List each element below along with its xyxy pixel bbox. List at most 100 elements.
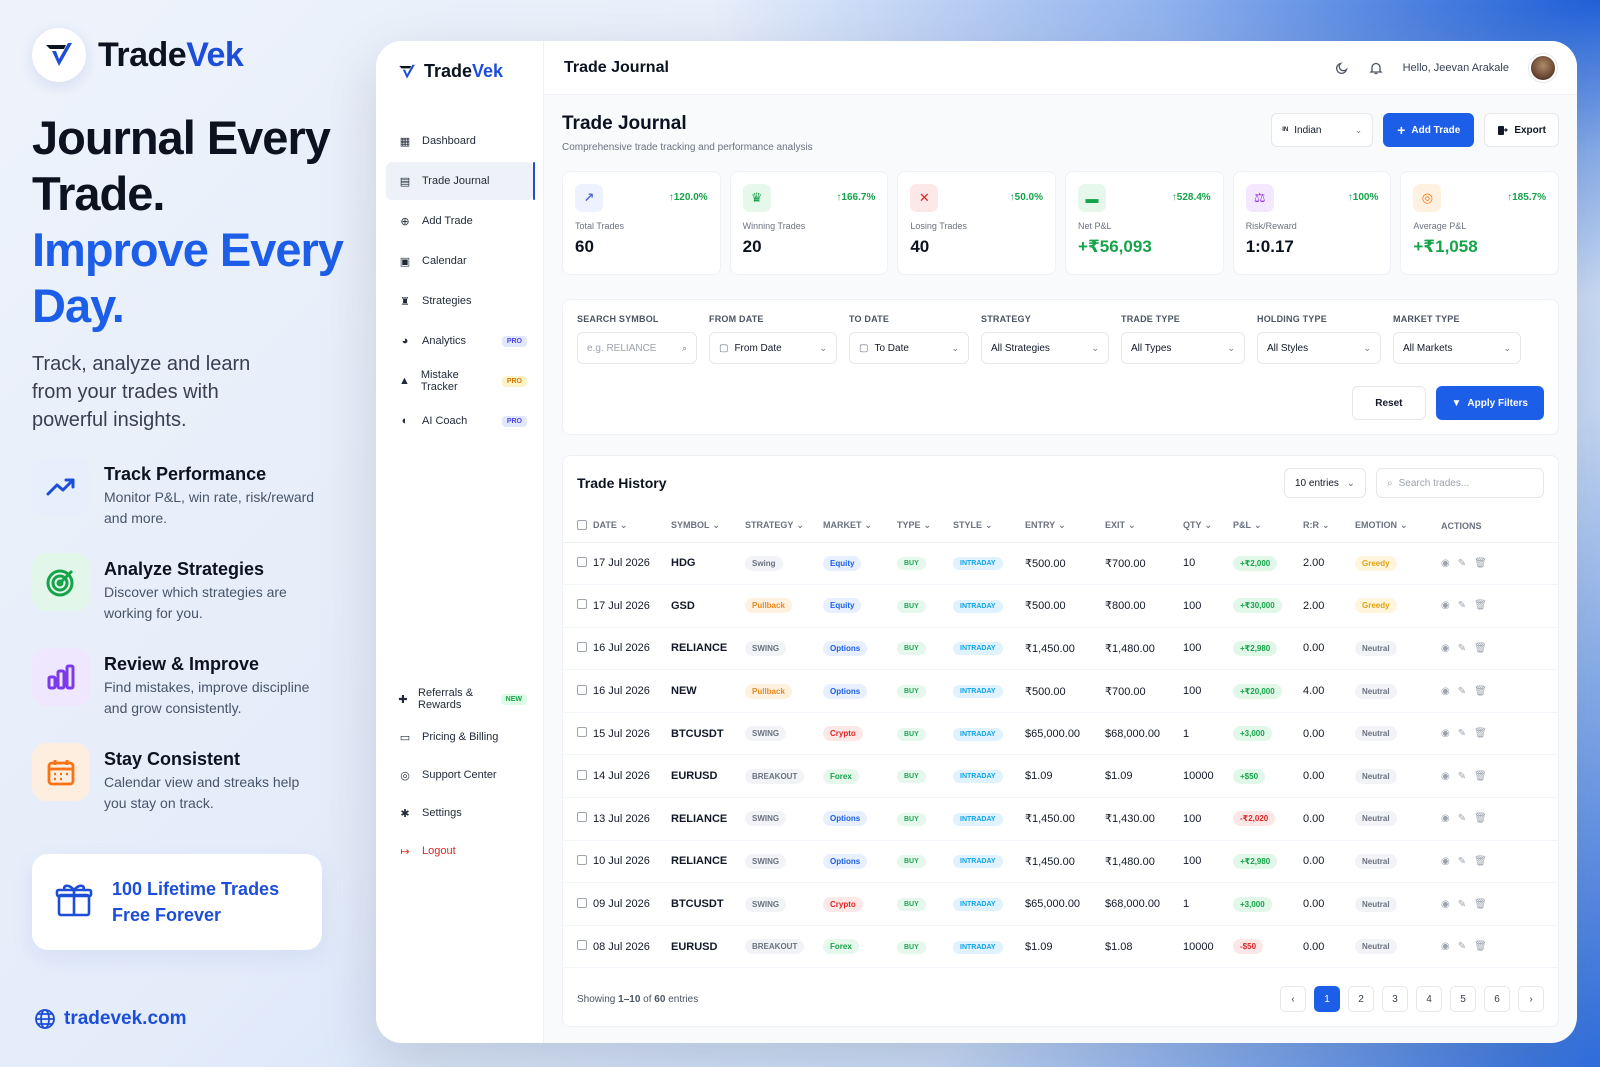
- sidebar-item-mistake-tracker[interactable]: ▲ Mistake Tracker PRO: [386, 362, 533, 400]
- column-header-r-r[interactable]: R:R ⌄: [1297, 510, 1349, 543]
- table-row[interactable]: 08 Jul 2026 EURUSD BREAKOUT Forex BUY INTRADA…: [563, 925, 1558, 969]
- sidebar-item-dashboard[interactable]: ▦ Dashboard: [386, 122, 533, 160]
- apply-filters-button[interactable]: ▼ Apply Filters: [1435, 386, 1544, 420]
- edit-icon[interactable]: ✎: [1457, 642, 1467, 654]
- delete-icon[interactable]: 🗑︎: [1474, 855, 1487, 867]
- delete-icon[interactable]: 🗑︎: [1474, 600, 1487, 612]
- table-row[interactable]: 16 Jul 2026 NEW Pullback Options BUY INTRADAY…: [563, 669, 1558, 713]
- sidebar-item-add-trade[interactable]: ⊕ Add Trade: [386, 202, 533, 240]
- row-checkbox[interactable]: [577, 641, 587, 652]
- row-checkbox[interactable]: [577, 727, 587, 738]
- column-header-emotion[interactable]: EMOTION ⌄: [1349, 510, 1435, 543]
- view-icon[interactable]: ◉: [1441, 941, 1450, 953]
- add-trade-button[interactable]: + Add Trade: [1383, 113, 1475, 147]
- holding-type-select[interactable]: All Styles ⌄: [1257, 332, 1381, 364]
- page-button[interactable]: 5: [1450, 986, 1476, 1012]
- view-icon[interactable]: ◉: [1441, 557, 1450, 569]
- from-date-picker[interactable]: ▢ From Date ⌄: [709, 332, 837, 364]
- column-header-symbol[interactable]: SYMBOL ⌄: [665, 510, 739, 543]
- search-trades-input[interactable]: ⌕ Search trades...: [1376, 468, 1544, 498]
- sidebar-brand[interactable]: TradeVek: [376, 41, 543, 82]
- edit-icon[interactable]: ✎: [1457, 728, 1467, 740]
- page-button[interactable]: 6: [1484, 986, 1510, 1012]
- moon-icon[interactable]: [1335, 61, 1349, 75]
- table-row[interactable]: 15 Jul 2026 BTCUSDT SWING Crypto BUY INTRADAY…: [563, 712, 1558, 756]
- table-row[interactable]: 14 Jul 2026 EURUSD BREAKOUT Forex BUY INTRADA…: [563, 754, 1558, 799]
- sidebar-item-pricing-billing[interactable]: ▭ Pricing & Billing: [386, 719, 533, 755]
- row-checkbox[interactable]: [577, 556, 587, 567]
- market-select[interactable]: IN Indian ⌄: [1271, 113, 1374, 147]
- avatar[interactable]: [1529, 53, 1557, 82]
- page-button[interactable]: 1: [1314, 986, 1340, 1012]
- trade-type-select[interactable]: All Types ⌄: [1121, 332, 1245, 364]
- sidebar-item-settings[interactable]: ✱ Settings: [386, 795, 533, 831]
- column-header-type[interactable]: TYPE ⌄: [891, 510, 947, 543]
- delete-icon[interactable]: 🗑︎: [1474, 770, 1487, 782]
- column-header-strategy[interactable]: STRATEGY ⌄: [739, 510, 817, 543]
- sidebar-item-analytics[interactable]: ◕ Analytics PRO: [386, 322, 533, 360]
- sidebar-item-referrals-rewards[interactable]: ✚ Referrals & Rewards NEW: [386, 681, 533, 717]
- market-type-select[interactable]: All Markets ⌄: [1393, 332, 1521, 364]
- row-checkbox[interactable]: [577, 854, 587, 865]
- sidebar-item-strategies[interactable]: ♜ Strategies: [386, 282, 533, 320]
- page-button[interactable]: 4: [1416, 986, 1442, 1012]
- strategy-select[interactable]: All Strategies ⌄: [981, 332, 1109, 364]
- delete-icon[interactable]: 🗑︎: [1474, 813, 1487, 825]
- lifetime-offer-card[interactable]: 100 Lifetime Trades Free Forever: [32, 854, 322, 950]
- view-icon[interactable]: ◉: [1441, 855, 1450, 867]
- edit-icon[interactable]: ✎: [1457, 855, 1467, 867]
- bell-icon[interactable]: [1369, 61, 1383, 75]
- delete-icon[interactable]: 🗑︎: [1474, 685, 1487, 697]
- to-date-picker[interactable]: ▢ To Date ⌄: [849, 332, 969, 364]
- sidebar-item-calendar[interactable]: ▣ Calendar: [386, 242, 533, 280]
- view-icon[interactable]: ◉: [1441, 898, 1450, 910]
- table-row[interactable]: 13 Jul 2026 RELIANCE SWING Options BUY INTRAD…: [563, 797, 1558, 841]
- edit-icon[interactable]: ✎: [1457, 941, 1467, 953]
- table-row[interactable]: 09 Jul 2026 BTCUSDT SWING Crypto BUY INTRADAY…: [563, 882, 1558, 926]
- view-icon[interactable]: ◉: [1441, 813, 1450, 825]
- prev-page-button[interactable]: ‹: [1280, 986, 1306, 1012]
- table-row[interactable]: 17 Jul 2026 GSD Pullback Equity BUY INTRADAY ₹…: [563, 584, 1558, 628]
- table-row[interactable]: 10 Jul 2026 RELIANCE SWING Options BUY INTRAD…: [563, 840, 1558, 884]
- entries-select[interactable]: 10 entries ⌄: [1284, 468, 1366, 498]
- table-row[interactable]: 17 Jul 2026 HDG Swing Equity BUY INTRADAY ₹500…: [563, 542, 1558, 586]
- sidebar-item-logout[interactable]: ↦ Logout: [386, 833, 533, 869]
- edit-icon[interactable]: ✎: [1457, 557, 1467, 569]
- row-checkbox[interactable]: [577, 940, 587, 951]
- next-page-button[interactable]: ›: [1518, 986, 1544, 1012]
- delete-icon[interactable]: 🗑︎: [1474, 941, 1487, 953]
- page-button[interactable]: 2: [1348, 986, 1374, 1012]
- view-icon[interactable]: ◉: [1441, 728, 1450, 740]
- row-checkbox[interactable]: [577, 897, 587, 908]
- column-header-qty[interactable]: QTY ⌄: [1177, 510, 1227, 543]
- delete-icon[interactable]: 🗑︎: [1474, 642, 1487, 654]
- column-header-entry[interactable]: ENTRY ⌄: [1019, 510, 1099, 543]
- sidebar-item-ai-coach[interactable]: ◐ AI Coach PRO: [386, 402, 533, 440]
- column-header-market[interactable]: MARKET ⌄: [817, 510, 891, 543]
- export-button[interactable]: Export: [1484, 113, 1559, 147]
- delete-icon[interactable]: 🗑︎: [1474, 557, 1487, 569]
- delete-icon[interactable]: 🗑︎: [1474, 898, 1487, 910]
- view-icon[interactable]: ◉: [1441, 642, 1450, 654]
- view-icon[interactable]: ◉: [1441, 770, 1450, 782]
- website-link[interactable]: tradevek.com: [34, 1008, 187, 1030]
- view-icon[interactable]: ◉: [1441, 600, 1450, 612]
- row-checkbox[interactable]: [577, 684, 587, 695]
- page-button[interactable]: 3: [1382, 986, 1408, 1012]
- reset-button[interactable]: Reset: [1352, 386, 1426, 420]
- edit-icon[interactable]: ✎: [1457, 813, 1467, 825]
- column-header-style[interactable]: STYLE ⌄: [947, 510, 1019, 543]
- delete-icon[interactable]: 🗑︎: [1474, 728, 1487, 740]
- search-symbol-input[interactable]: e.g. RELIANCE ⌕: [577, 332, 697, 364]
- edit-icon[interactable]: ✎: [1457, 685, 1467, 697]
- column-header-exit[interactable]: EXIT ⌄: [1099, 510, 1177, 543]
- column-header-p-l[interactable]: P&L ⌄: [1227, 510, 1297, 543]
- edit-icon[interactable]: ✎: [1457, 600, 1467, 612]
- row-checkbox[interactable]: [577, 769, 587, 780]
- sidebar-item-support-center[interactable]: ◎ Support Center: [386, 757, 533, 793]
- edit-icon[interactable]: ✎: [1457, 898, 1467, 910]
- column-header-date[interactable]: DATE ⌄: [587, 510, 665, 543]
- row-checkbox[interactable]: [577, 599, 587, 610]
- sidebar-item-trade-journal[interactable]: ▤ Trade Journal: [386, 162, 535, 200]
- view-icon[interactable]: ◉: [1441, 685, 1450, 697]
